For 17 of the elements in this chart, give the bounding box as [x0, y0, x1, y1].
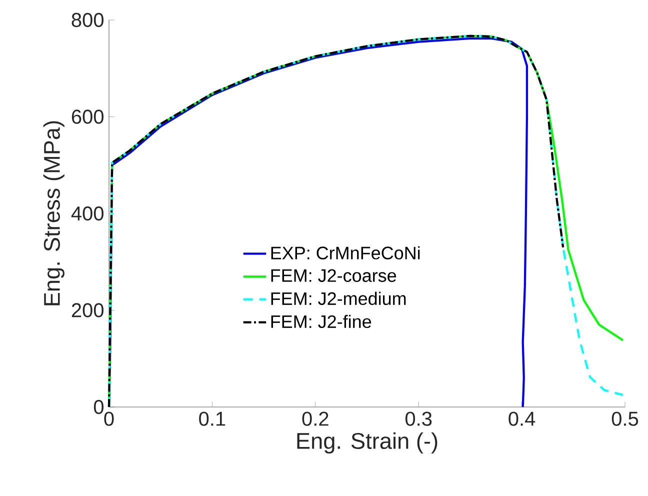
- y-tick-label: 800: [72, 12, 104, 28]
- legend-label: EXP: CrMnFeCoNi: [271, 246, 420, 260]
- y-tick-label: 400: [71, 206, 104, 221]
- y-axis-title: Eng. Stress (MPa): [43, 121, 64, 306]
- x-tick-label: 0: [104, 412, 114, 426]
- x-tick-label: 0.3: [405, 412, 432, 426]
- x-tick-label: 0.5: [612, 412, 638, 426]
- y-tick-label: 200: [72, 303, 104, 318]
- x-tick-label: 0.4: [508, 412, 536, 426]
- x-axis-title: Eng. Strain (-): [297, 432, 438, 454]
- x-tick-label: 0.1: [199, 412, 226, 426]
- y-tick-label: 0: [94, 400, 104, 414]
- legend-label: FEM: J2-coarse: [271, 269, 396, 282]
- y-tick-label: 600: [72, 110, 104, 124]
- x-tick-label: 0.2: [302, 412, 328, 426]
- legend-label: FEM: J2-medium: [271, 292, 406, 306]
- legend-label: FEM: J2-fine: [271, 314, 372, 328]
